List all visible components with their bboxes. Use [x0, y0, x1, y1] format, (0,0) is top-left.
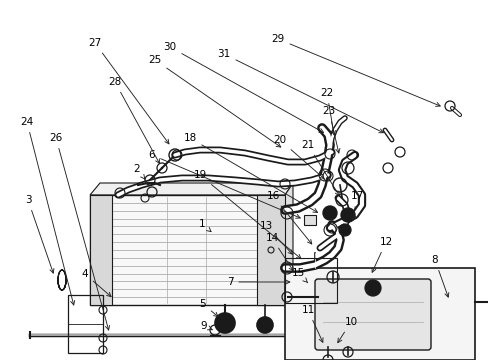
Text: 9: 9	[200, 321, 212, 331]
Text: 19: 19	[193, 170, 301, 259]
Text: 2: 2	[133, 164, 144, 179]
Text: 6: 6	[148, 150, 300, 218]
Text: 14: 14	[265, 233, 293, 271]
Circle shape	[364, 280, 380, 296]
Circle shape	[338, 224, 350, 236]
Text: 15: 15	[291, 268, 307, 283]
Text: 13: 13	[259, 221, 292, 254]
Text: 29: 29	[271, 34, 439, 106]
Text: 16: 16	[266, 191, 311, 244]
Text: 12: 12	[371, 237, 392, 272]
Bar	[68, 295, 103, 353]
Text: 1: 1	[198, 219, 211, 231]
Bar	[285, 258, 336, 303]
Text: 3: 3	[24, 195, 54, 273]
Text: 31: 31	[217, 49, 383, 133]
Text: 30: 30	[163, 42, 323, 132]
Text: 20: 20	[273, 135, 324, 179]
Text: 7: 7	[226, 277, 289, 287]
Text: 8: 8	[431, 255, 448, 297]
Circle shape	[215, 313, 235, 333]
Polygon shape	[90, 183, 292, 195]
Polygon shape	[90, 195, 285, 305]
Text: 17: 17	[350, 191, 363, 220]
Text: 18: 18	[183, 133, 317, 212]
Text: 11: 11	[301, 305, 323, 342]
Circle shape	[257, 317, 272, 333]
Text: 5: 5	[199, 299, 218, 317]
Text: 25: 25	[148, 55, 280, 147]
Bar	[304, 215, 315, 225]
Bar	[285, 268, 474, 360]
Text: 10: 10	[337, 317, 357, 343]
Text: 22: 22	[320, 88, 335, 135]
Text: 21: 21	[301, 140, 339, 195]
Circle shape	[340, 208, 354, 222]
Circle shape	[323, 206, 336, 220]
Text: 28: 28	[108, 77, 159, 163]
Text: 26: 26	[49, 133, 109, 330]
Polygon shape	[285, 183, 292, 305]
Text: 27: 27	[88, 38, 168, 144]
Text: 4: 4	[81, 269, 111, 297]
Bar	[90, 195, 112, 305]
FancyBboxPatch shape	[314, 279, 430, 350]
Text: 23: 23	[322, 106, 339, 153]
Bar	[257, 195, 285, 305]
Text: 24: 24	[20, 117, 75, 305]
